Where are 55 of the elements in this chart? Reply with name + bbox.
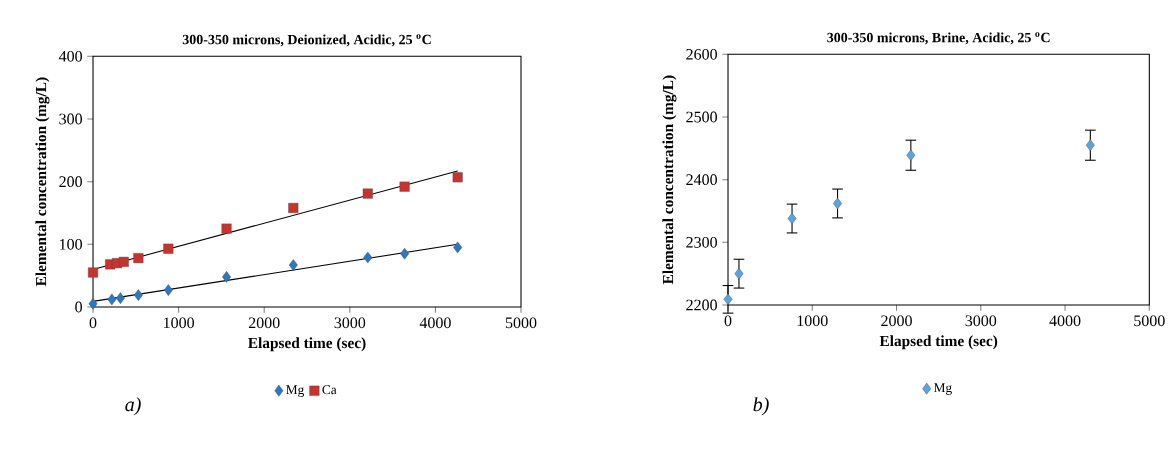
y-tick-label: 300 — [59, 113, 82, 125]
x-tick-label: 0 — [724, 315, 732, 327]
x-tick-label: 4000 — [419, 317, 451, 329]
x-tick-label: 2000 — [881, 315, 912, 327]
point — [288, 259, 298, 271]
x-axis-title: Elapsed time (sec) — [248, 337, 366, 352]
point — [107, 293, 117, 306]
x-tick-label: 3000 — [965, 315, 997, 327]
legend-label: Ca — [322, 385, 337, 395]
point — [221, 223, 232, 234]
point — [906, 149, 916, 162]
point — [452, 172, 463, 183]
y-axis-title: Elemental concentration (mg/L) — [662, 75, 677, 285]
point — [163, 284, 173, 296]
legend-label: Mg — [286, 385, 305, 397]
y-tick-label: 2300 — [686, 236, 717, 248]
y-tick-label: 100 — [60, 238, 82, 250]
x-tick-label: 4000 — [1049, 315, 1081, 327]
point — [133, 289, 143, 301]
y-tick-label: 2200 — [686, 299, 717, 311]
x-axis-title: Elapsed time (sec) — [879, 335, 998, 350]
y-tick-label: 2500 — [686, 111, 717, 123]
x-tick-label: 1000 — [164, 317, 194, 329]
x-tick-label: 5000 — [505, 317, 537, 329]
legend-label: Mg — [933, 383, 952, 395]
x-tick-label: 5000 — [1134, 315, 1165, 327]
point — [133, 253, 144, 264]
point — [88, 267, 99, 278]
x-tick-label: 0 — [89, 317, 97, 329]
point — [723, 293, 733, 306]
y-tick-label: 2600 — [686, 48, 717, 60]
y-tick-label: 0 — [75, 301, 82, 313]
x-tick-label: 3000 — [334, 317, 366, 329]
x-tick-label: 1000 — [797, 315, 828, 327]
y-axis-title: Elemental concentration (mg/L) — [35, 77, 50, 287]
y-tick-label: 400 — [58, 50, 82, 62]
point — [363, 251, 373, 264]
point — [734, 267, 744, 280]
point — [362, 188, 373, 199]
y-tick-label: 200 — [59, 176, 82, 188]
point — [163, 243, 174, 254]
text: b) — [753, 397, 769, 416]
text: a) — [125, 397, 141, 416]
point — [88, 298, 98, 310]
y-tick-label: 2400 — [686, 174, 717, 186]
point — [787, 212, 797, 225]
point — [288, 202, 299, 213]
point — [453, 241, 463, 254]
chart-title: 300-350 microns, Brine, Acidic, 25 $^{o}$C — [827, 32, 1050, 45]
chart-title: 300-350 microns, Deionized, Acidic, 25 $^{o}$C — [182, 34, 431, 47]
point — [1085, 139, 1095, 151]
point — [118, 256, 129, 267]
point — [222, 271, 231, 283]
x-tick-label: 2000 — [248, 317, 280, 329]
point — [399, 181, 410, 192]
